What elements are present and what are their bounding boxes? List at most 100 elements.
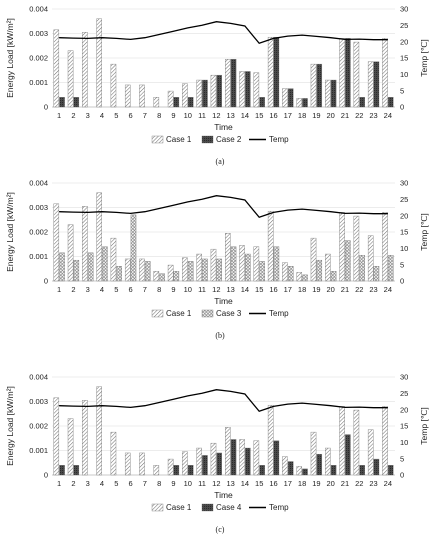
bar-case-1 bbox=[124, 84, 131, 108]
x-tick-label: 13 bbox=[226, 111, 234, 120]
bar-case-4 bbox=[187, 465, 194, 476]
x-tick-label: 13 bbox=[226, 285, 234, 294]
bar-case-3 bbox=[159, 273, 165, 282]
y2-tick-label: 5 bbox=[400, 260, 404, 269]
x-tick-label: 10 bbox=[184, 111, 192, 120]
x-tick-label: 16 bbox=[269, 285, 277, 294]
bar-case-1 bbox=[110, 431, 117, 476]
x-tick-label: 24 bbox=[384, 285, 392, 294]
x-tick-label: 10 bbox=[184, 479, 192, 488]
bar-case-1 bbox=[310, 63, 317, 108]
x-tick-label: 1 bbox=[57, 285, 61, 294]
y2-tick-label: 0 bbox=[400, 277, 404, 286]
bar-case-4 bbox=[59, 465, 65, 476]
x-tick-label: 12 bbox=[212, 111, 220, 120]
bar-case-4 bbox=[273, 440, 280, 476]
bar-case-3 bbox=[87, 252, 94, 282]
y-axis-title: Energy Load [kW/m²] bbox=[5, 386, 15, 466]
x-tick-label: 3 bbox=[86, 111, 90, 120]
legend-swatch bbox=[201, 503, 214, 512]
bar-case-1 bbox=[382, 212, 388, 282]
bar-case-1 bbox=[210, 74, 217, 108]
x-tick-label: 9 bbox=[171, 111, 175, 120]
x-tick-label: 19 bbox=[312, 111, 320, 120]
bar-case-1 bbox=[310, 237, 317, 282]
bar-case-4 bbox=[316, 453, 323, 476]
bar-case-3 bbox=[316, 259, 323, 282]
bar-case-1 bbox=[339, 212, 345, 282]
legend-label: Case 1 bbox=[166, 135, 192, 144]
legend: Case 1 Case 3 Temp bbox=[151, 309, 289, 318]
bar-case-1 bbox=[339, 406, 345, 476]
bar-case-1 bbox=[296, 272, 303, 282]
x-tick-label: 2 bbox=[71, 285, 75, 294]
x-tick-label: 11 bbox=[198, 111, 206, 120]
bar-case-1 bbox=[53, 203, 60, 282]
x-tick-label: 15 bbox=[255, 285, 263, 294]
x-tick-label: 18 bbox=[298, 285, 306, 294]
bar-case-2 bbox=[259, 96, 265, 108]
x-tick-label: 23 bbox=[369, 479, 377, 488]
y2-tick-label: 10 bbox=[400, 70, 408, 79]
y2-tick-label: 25 bbox=[400, 389, 408, 398]
legend-swatch bbox=[201, 309, 214, 318]
panel-label: (c) bbox=[216, 525, 225, 534]
bar-case-4 bbox=[359, 465, 365, 476]
bar-case-1 bbox=[339, 38, 345, 108]
x-tick-label: 14 bbox=[241, 111, 249, 120]
bar-case-2 bbox=[287, 88, 294, 108]
bar-case-1 bbox=[67, 418, 74, 476]
bar-case-3 bbox=[287, 266, 294, 282]
x-tick-label: 10 bbox=[184, 285, 192, 294]
legend-label: Case 1 bbox=[166, 503, 192, 512]
bar-case-3 bbox=[245, 253, 251, 282]
bar-case-1 bbox=[310, 431, 317, 476]
x-tick-label: 20 bbox=[327, 479, 335, 488]
x-tick-label: 19 bbox=[312, 479, 320, 488]
bar-case-1 bbox=[153, 271, 160, 282]
bar-case-1 bbox=[67, 50, 74, 108]
bar-case-1 bbox=[325, 79, 331, 108]
y2-tick-label: 15 bbox=[400, 422, 408, 431]
legend-label: Temp bbox=[269, 503, 289, 512]
x-tick-label: 7 bbox=[143, 479, 147, 488]
x-tick-label: 22 bbox=[355, 285, 363, 294]
y2-axis-title: Temp [℃] bbox=[419, 39, 429, 76]
bar-case-1 bbox=[282, 88, 288, 108]
y2-tick-label: 5 bbox=[400, 454, 404, 463]
bar-case-2 bbox=[59, 96, 65, 108]
y-tick-label: 0.001 bbox=[29, 78, 48, 87]
y2-tick-label: 20 bbox=[400, 37, 408, 46]
x-tick-label: 17 bbox=[284, 285, 292, 294]
x-tick-label: 18 bbox=[298, 479, 306, 488]
legend-swatch bbox=[151, 135, 164, 144]
bar-case-4 bbox=[73, 465, 80, 476]
x-tick-label: 19 bbox=[312, 285, 320, 294]
legend-label: Temp bbox=[269, 135, 289, 144]
bar-case-3 bbox=[345, 240, 351, 282]
y-tick-label: 0.001 bbox=[29, 252, 48, 261]
bar-case-4 bbox=[345, 434, 351, 476]
bar-case-3 bbox=[73, 259, 80, 282]
bar-case-4 bbox=[287, 461, 294, 476]
x-tick-label: 4 bbox=[100, 111, 104, 120]
x-tick-label: 20 bbox=[327, 285, 335, 294]
legend-label: Case 2 bbox=[216, 135, 242, 144]
y2-tick-label: 15 bbox=[400, 54, 408, 63]
bar-case-1 bbox=[96, 18, 102, 108]
bar-case-4 bbox=[387, 465, 394, 476]
x-tick-label: 14 bbox=[241, 479, 249, 488]
x-tick-label: 21 bbox=[341, 111, 349, 120]
x-tick-label: 18 bbox=[298, 111, 306, 120]
x-tick-label: 13 bbox=[226, 479, 234, 488]
bar-case-1 bbox=[253, 246, 260, 282]
bar-case-1 bbox=[225, 233, 231, 282]
bar-case-1 bbox=[110, 63, 117, 108]
y-tick-label: 0 bbox=[44, 471, 48, 480]
bar-case-1 bbox=[124, 258, 131, 282]
bar-case-1 bbox=[239, 245, 245, 282]
y-axis-title: Energy Load [kW/m²] bbox=[5, 18, 15, 98]
bar-case-2 bbox=[230, 59, 237, 108]
bar-case-2 bbox=[316, 63, 323, 108]
y2-tick-label: 0 bbox=[400, 471, 404, 480]
